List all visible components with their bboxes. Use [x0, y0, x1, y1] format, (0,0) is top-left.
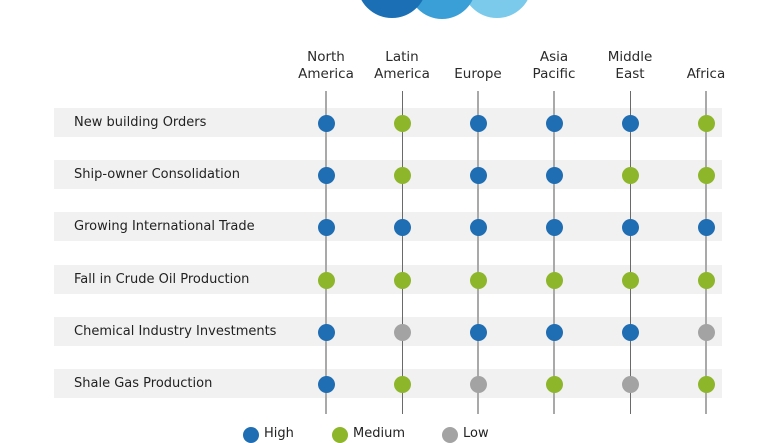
row-label: Shale Gas Production: [74, 376, 213, 391]
medium-dot-icon: [332, 427, 348, 443]
column-header: Latin America: [357, 49, 447, 83]
low-dot-icon: [697, 323, 715, 341]
column-line: [402, 91, 403, 414]
high-dot-icon: [317, 375, 335, 393]
column-header: Middle East: [585, 49, 675, 83]
header-bubbles: [0, 0, 780, 20]
legend-label: Low: [463, 426, 489, 441]
legend-item-low: Low: [442, 425, 489, 443]
high-dot-icon: [469, 114, 487, 132]
medium-dot-icon: [393, 375, 411, 393]
column-header-line1: Asia: [539, 49, 569, 65]
low-dot-icon: [442, 427, 458, 443]
legend-item-medium: Medium: [332, 425, 405, 443]
high-dot-icon: [317, 218, 335, 236]
medium-dot-icon: [545, 271, 563, 289]
column-header-line2: Pacific: [532, 66, 576, 82]
row-label: Ship-owner Consolidation: [74, 167, 240, 182]
legend: High Medium Low: [0, 425, 780, 443]
high-dot-icon: [545, 114, 563, 132]
column-header-line1: North: [307, 49, 345, 65]
column-header: Asia Pacific: [509, 49, 599, 83]
high-dot-icon: [621, 218, 639, 236]
high-dot-icon: [393, 218, 411, 236]
medium-dot-icon: [317, 271, 335, 289]
row-label: Fall in Crude Oil Production: [74, 272, 250, 287]
column-line: [325, 91, 327, 414]
row-label: New building Orders: [74, 115, 207, 130]
column-header: North America: [281, 49, 371, 83]
high-dot-icon: [469, 166, 487, 184]
high-dot-icon: [545, 166, 563, 184]
medium-dot-icon: [545, 375, 563, 393]
medium-dot-icon: [621, 271, 639, 289]
high-dot-icon: [621, 114, 639, 132]
low-dot-icon: [621, 375, 639, 393]
medium-dot-icon: [393, 166, 411, 184]
high-dot-icon: [469, 218, 487, 236]
medium-dot-icon: [393, 114, 411, 132]
column-line: [553, 91, 555, 414]
column-header-line1: Middle: [607, 49, 653, 65]
medium-dot-icon: [393, 271, 411, 289]
column-line: [630, 91, 631, 414]
medium-dot-icon: [621, 166, 639, 184]
table-row: [54, 369, 722, 398]
table-row: [54, 317, 722, 346]
high-dot-icon: [317, 323, 335, 341]
column-line: [705, 91, 707, 414]
high-dot-icon: [469, 323, 487, 341]
column-header: Africa: [661, 66, 751, 83]
bubble-medium-blue: [408, 0, 476, 19]
high-dot-icon: [243, 427, 259, 443]
table-row: [54, 108, 722, 137]
medium-dot-icon: [469, 271, 487, 289]
row-label: Chemical Industry Investments: [74, 324, 277, 339]
bubble-light-blue: [462, 0, 532, 18]
column-header-line2: Europe: [454, 66, 502, 82]
table-row: [54, 265, 722, 294]
column-header-line2: Africa: [686, 66, 726, 82]
legend-label: Medium: [353, 426, 405, 441]
legend-item-high: High: [243, 425, 294, 443]
medium-dot-icon: [697, 166, 715, 184]
table-row: [54, 160, 722, 189]
medium-dot-icon: [697, 114, 715, 132]
high-dot-icon: [697, 218, 715, 236]
legend-label: High: [264, 426, 294, 441]
column-header-line2: America: [298, 66, 354, 82]
high-dot-icon: [317, 166, 335, 184]
column-header-line2: East: [615, 66, 645, 82]
high-dot-icon: [545, 218, 563, 236]
high-dot-icon: [621, 323, 639, 341]
low-dot-icon: [469, 375, 487, 393]
row-label: Growing International Trade: [74, 219, 255, 234]
column-header-line1: Latin: [385, 49, 419, 65]
high-dot-icon: [317, 114, 335, 132]
medium-dot-icon: [697, 271, 715, 289]
medium-dot-icon: [697, 375, 715, 393]
column-header-line2: America: [374, 66, 430, 82]
high-dot-icon: [545, 323, 563, 341]
table-row: [54, 212, 722, 241]
bubble-dark-blue: [357, 0, 427, 18]
low-dot-icon: [393, 323, 411, 341]
column-line: [477, 91, 479, 414]
column-header: Europe: [433, 66, 523, 83]
